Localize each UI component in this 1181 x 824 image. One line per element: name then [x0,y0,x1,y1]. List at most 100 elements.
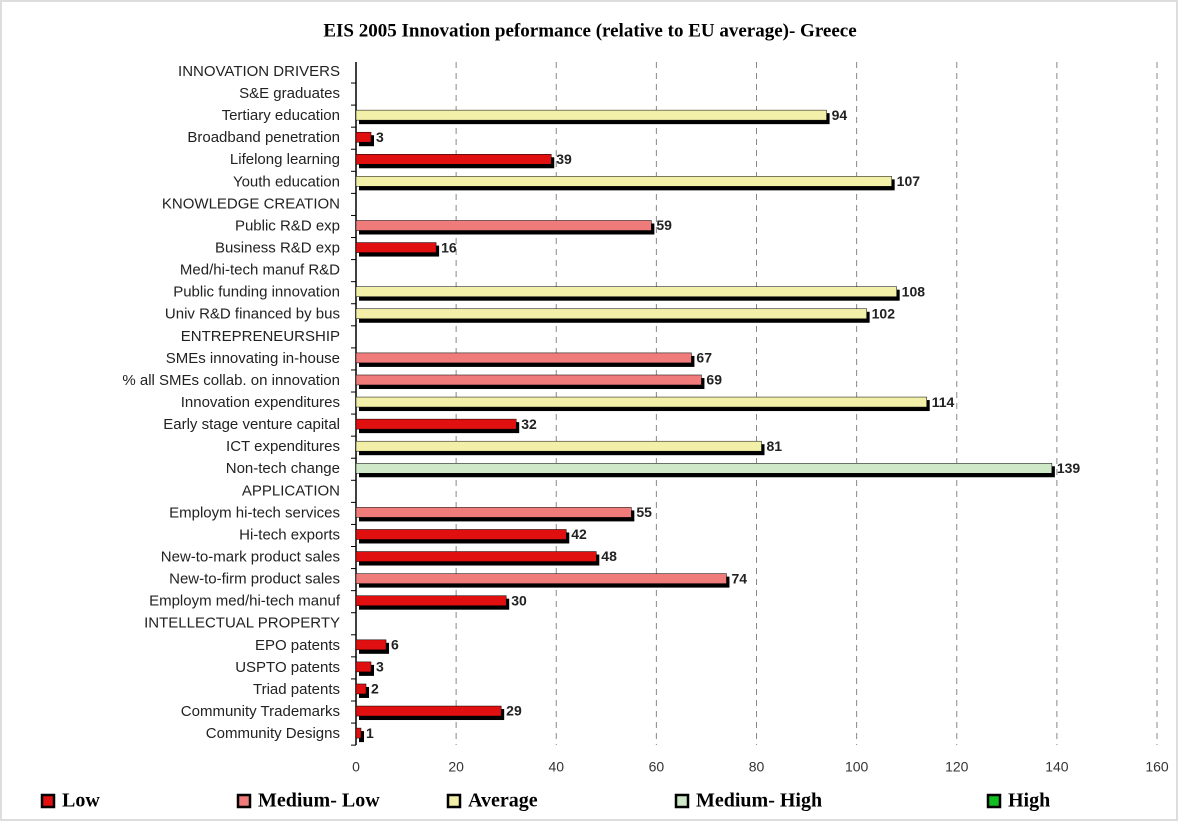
y-tick-label: KNOWLEDGE CREATION [162,195,340,212]
data-label: 16 [441,239,457,255]
data-label: 107 [897,173,921,189]
data-label: 108 [902,283,926,299]
data-label: 39 [556,151,572,167]
x-tick-label: 120 [945,759,969,775]
bar [355,308,867,320]
x-tick-label: 0 [352,759,360,775]
y-tick-label: Univ R&D financed by bus [165,306,340,323]
bar [355,440,762,452]
legend-swatch [674,793,690,809]
y-tick-label: Hi-tech exports [239,526,340,543]
bar [355,396,927,408]
legend-label: Average [468,790,538,812]
legend-label: Medium- Low [258,790,380,812]
bar [355,242,437,253]
y-tick-label: INNOVATION DRIVERS [178,63,340,80]
data-label: 32 [521,416,537,432]
bar [355,109,827,121]
data-label: 6 [391,637,399,653]
y-tick-label: Tertiary education [222,107,340,124]
bar [355,595,507,606]
x-tick-label: 160 [1145,759,1169,775]
y-tick-label: New-to-firm product sales [169,571,340,588]
data-label: 74 [731,570,747,586]
y-tick-label: SMEs innovating in-house [166,350,340,367]
y-tick-label: Employm med/hi-tech manuf [149,593,341,610]
bar-shadow [359,731,365,743]
x-tick-label: 60 [649,759,665,775]
y-tick-label: S&E graduates [239,85,340,102]
data-label: 1 [366,725,374,741]
data-label: 3 [376,129,384,145]
x-tick-label: 140 [1045,759,1069,775]
bar [355,220,652,231]
bar [355,154,552,165]
data-label: 94 [832,107,848,123]
bar [355,683,367,695]
y-tick-label: Triad patents [253,681,340,698]
y-tick-label: ICT expenditures [226,438,340,455]
y-tick-label: APPLICATION [242,482,340,499]
legend-label: High [1008,790,1050,812]
x-tick-label: 40 [548,759,564,775]
y-tick-label: Public funding innovation [173,284,340,301]
y-tick-label: % all SMEs collab. on innovation [122,372,340,389]
y-tick-label: EPO patents [255,637,340,654]
y-tick-label: Early stage venture capital [163,416,340,433]
bar [355,551,597,562]
bar [355,352,692,364]
y-tick-label: Community Trademarks [181,703,340,720]
y-tick-label: Non-tech change [226,460,340,477]
y-tick-label: Community Designs [206,725,340,742]
data-label: 69 [706,372,722,388]
data-label: 48 [601,548,617,564]
y-tick-label: Public R&D exp [235,217,340,234]
data-label: 30 [511,592,527,608]
legend-swatch [236,793,252,809]
y-tick-label: Med/hi-tech manuf R&D [180,262,340,279]
data-label: 3 [376,659,384,675]
bar [355,463,1053,474]
bar [355,529,567,540]
data-label: 29 [506,703,522,719]
legend-label: Medium- High [696,790,822,812]
y-tick-label: Youth education [233,173,340,190]
bar [355,727,362,739]
bar [355,507,632,518]
y-tick-label: INTELLECTUAL PROPERTY [144,615,340,632]
data-label: 42 [571,526,587,542]
data-label: 67 [696,350,712,366]
y-tick-label: Broadband penetration [187,129,340,146]
data-label: 102 [872,305,896,321]
x-tick-label: 80 [749,759,765,775]
legend-swatch [446,793,462,809]
legend-label: Low [62,790,100,812]
x-tick-label: 100 [845,759,869,775]
y-tick-label: Innovation expenditures [181,394,340,411]
bar [355,639,387,651]
y-tick-label: Employm hi-tech services [169,504,340,521]
legend-swatch [986,793,1002,809]
y-tick-label: USPTO patents [235,659,340,676]
data-label: 59 [656,217,672,233]
bar [355,176,892,187]
y-tick-label: Business R&D exp [215,240,340,257]
bar [355,661,372,673]
data-label: 139 [1057,460,1081,476]
bar [355,286,897,297]
data-label: 2 [371,681,379,697]
data-label: 55 [636,504,652,520]
chart-title: EIS 2005 Innovation peformance (relative… [323,20,856,41]
bar [355,705,502,717]
bar [355,374,702,386]
y-tick-label: Lifelong learning [230,151,340,168]
bar [355,418,517,430]
y-tick-label: New-to-mark product sales [161,549,340,566]
data-label: 81 [767,438,783,454]
x-tick-label: 20 [448,759,464,775]
legend-swatch [40,793,56,809]
bar [355,573,727,584]
bar [355,131,372,143]
data-label: 114 [932,394,955,410]
